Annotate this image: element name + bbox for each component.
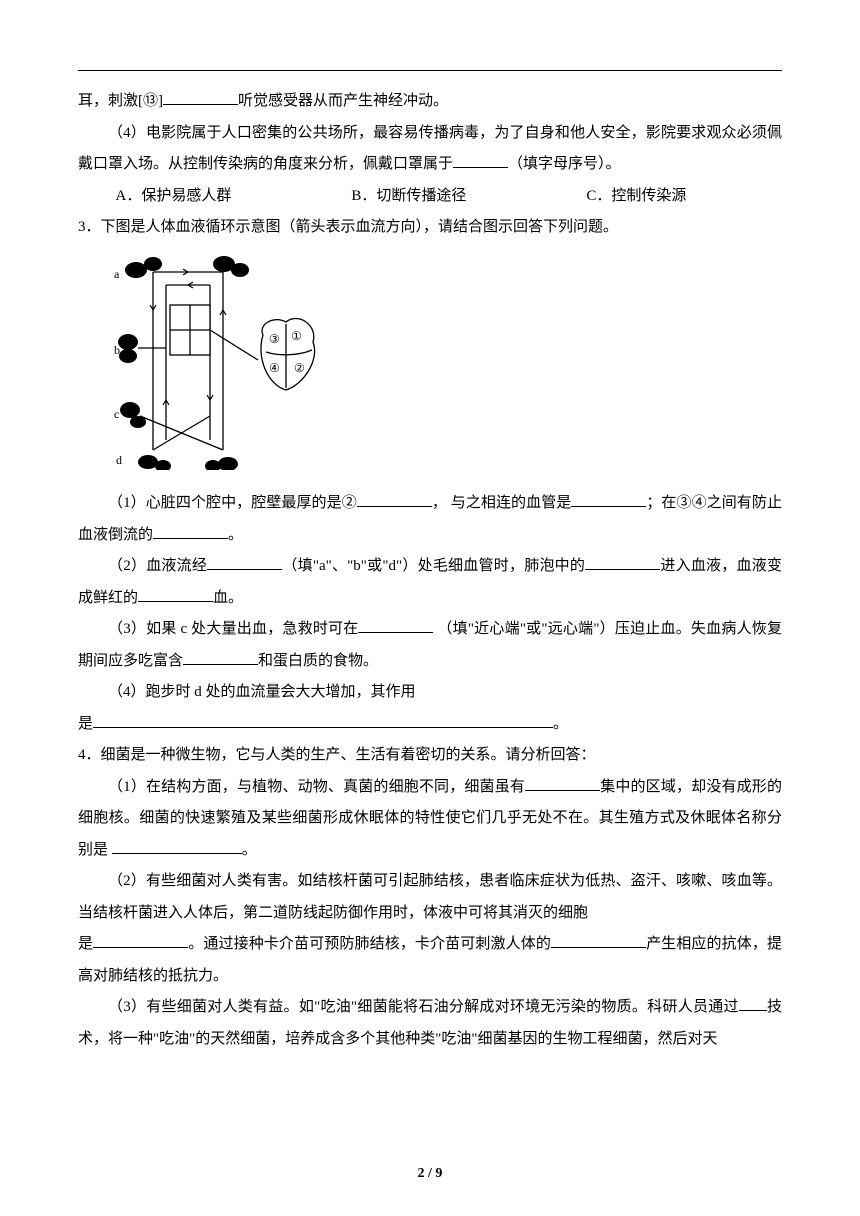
text: ， 与之相连的血管是 bbox=[432, 495, 572, 511]
blank bbox=[571, 491, 646, 508]
circulation-diagram: a b c d ① ② ③ ④ bbox=[108, 250, 782, 483]
text: 。 bbox=[228, 527, 243, 543]
option-c: C．控制传染源 bbox=[586, 181, 686, 213]
q3-4a: （4）跑步时 d 处的血流量会大大增加，其作用 bbox=[78, 677, 782, 709]
option-b: B．切断传播途径 bbox=[351, 181, 466, 213]
blank bbox=[551, 932, 646, 949]
text: （3）有些细菌对人类有益。如"吃油"细菌能将石油分解成对环境无污染的物质。科研人… bbox=[108, 999, 739, 1015]
page-number: 2 / 9 bbox=[0, 1159, 860, 1188]
blank bbox=[585, 554, 660, 571]
q4-2a: （2）有些细菌对人类有害。如结核杆菌可引起肺结核，患者临床症状为低热、盗汗、咳嗽… bbox=[78, 866, 782, 929]
text: 。 bbox=[553, 716, 568, 732]
label-4: ④ bbox=[269, 361, 280, 375]
top-rule bbox=[78, 70, 782, 71]
q2-4: （4）电影院属于人口密集的公共场所，最容易传播病毒，为了自身和他人安全，影院要求… bbox=[78, 118, 782, 181]
label-a: a bbox=[114, 267, 120, 281]
q4-3: （3）有些细菌对人类有益。如"吃油"细菌能将石油分解成对环境无污染的物质。科研人… bbox=[78, 992, 782, 1055]
label-d: d bbox=[116, 453, 122, 467]
blank bbox=[112, 837, 242, 854]
blank bbox=[163, 89, 238, 106]
text: 听觉感受器从而产生神经冲动。 bbox=[238, 93, 448, 109]
blank bbox=[183, 648, 258, 665]
q3-4b: 是。 bbox=[78, 709, 782, 741]
text: （1）在结构方面，与植物、动物、真菌的细胞不同，细菌虽有 bbox=[108, 779, 525, 795]
blank bbox=[357, 491, 432, 508]
q4-1: （1）在结构方面，与植物、动物、真菌的细胞不同，细菌虽有集中的区域，却没有成形的… bbox=[78, 772, 782, 867]
blank bbox=[525, 774, 600, 791]
text: 是 bbox=[78, 936, 93, 952]
text: 。 bbox=[242, 842, 257, 858]
q3-stem: 3．下图是人体血液循环示意图（箭头表示血流方向），请结合图示回答下列问题。 bbox=[78, 212, 782, 244]
text: 是 bbox=[78, 716, 93, 732]
q3-3: （3）如果 c 处大量出血，急救时可在 （填"近心端"或"远心端"）压迫止血。失… bbox=[78, 614, 782, 677]
q3-2: （2）血液流经（填"a"、"b"或"d"）处毛细血管时，肺泡中的进入血液，血液变… bbox=[78, 551, 782, 614]
label-b: b bbox=[114, 343, 120, 357]
text: 血。 bbox=[213, 590, 243, 606]
options-row: A．保护易感人群 B．切断传播途径 C．控制传染源 bbox=[78, 181, 782, 213]
q3-1: （1）心脏四个腔中，腔壁最厚的是②， 与之相连的血管是；在③④之间有防止血液倒流… bbox=[78, 488, 782, 551]
q4-stem: 4．细菌是一种微生物，它与人类的生产、生活有着密切的关系。请分析回答： bbox=[78, 740, 782, 772]
line-ear: 耳，刺激[⑬]听觉感受器从而产生神经冲动。 bbox=[78, 85, 782, 118]
text: 耳，刺激[ bbox=[78, 93, 143, 109]
text: （2）有些细菌对人类有害。如结核杆菌可引起肺结核，患者临床症状为低热、盗汗、咳嗽… bbox=[78, 873, 782, 921]
text: （2）血液流经 bbox=[108, 558, 207, 574]
blank bbox=[739, 995, 767, 1012]
blank bbox=[93, 932, 188, 949]
mark-13: ⑬ bbox=[143, 92, 158, 109]
text: 。通过接种卡介苗可预防肺结核，卡介苗可刺激人体的 bbox=[188, 936, 551, 952]
blank bbox=[93, 711, 553, 728]
label-c: c bbox=[114, 407, 119, 421]
label-1: ① bbox=[291, 329, 302, 343]
text: （4）跑步时 d 处的血流量会大大增加，其作用 bbox=[108, 684, 416, 700]
text: （3）如果 c 处大量出血，急救时可在 bbox=[108, 621, 358, 637]
text: （填"a"、"b"或"d"）处毛细血管时，肺泡中的 bbox=[282, 558, 585, 574]
label-3: ③ bbox=[269, 332, 280, 346]
option-a: A．保护易感人群 bbox=[116, 181, 232, 213]
blank bbox=[138, 585, 213, 602]
blank bbox=[207, 554, 282, 571]
text: （填字母序号）。 bbox=[508, 156, 621, 172]
blank bbox=[153, 522, 228, 539]
label-2: ② bbox=[294, 361, 305, 375]
text: （1）心脏四个腔中，腔壁最厚的是② bbox=[108, 495, 357, 511]
blank bbox=[453, 152, 508, 169]
text: （4）电影院属于人口密集的公共场所，最容易传播病毒，为了自身和他人安全，影院要求… bbox=[78, 125, 782, 173]
q4-2b: 是。通过接种卡介苗可预防肺结核，卡介苗可刺激人体的产生相应的抗体，提高对肺结核的… bbox=[78, 929, 782, 992]
blank bbox=[358, 617, 433, 634]
text: 和蛋白质的食物。 bbox=[258, 653, 378, 669]
